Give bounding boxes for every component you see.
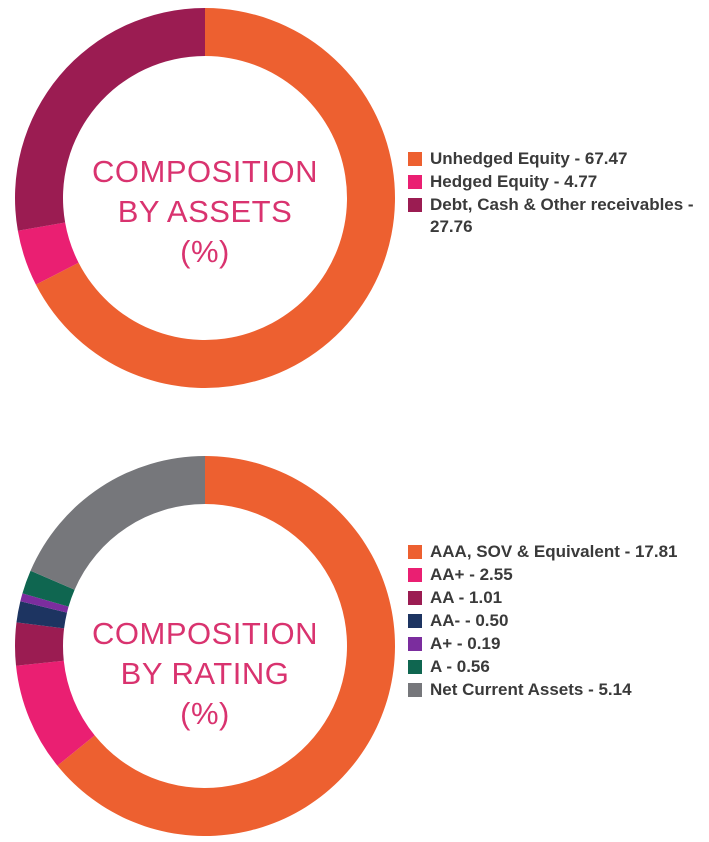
legend-item: AAA, SOV & Equivalent - 17.81 [408,541,688,563]
legend-item: Hedged Equity - 4.77 [408,171,708,193]
slice-a [20,593,69,613]
rating-legend: AAA, SOV & Equivalent - 17.81 AA+ - 2.55… [408,541,688,702]
legend-label: Hedged Equity - 4.77 [430,172,598,191]
legend-swatch [408,683,422,697]
slice-hedged-equity [17,222,79,285]
legend-label: AA - 1.01 [430,588,503,607]
legend-swatch [408,637,422,651]
slice-net-current-assets [30,456,205,590]
slice-a [22,570,75,607]
center-label-line: BY RATING [120,656,290,691]
assets-legend: Unhedged Equity - 67.47 Hedged Equity - … [408,148,708,239]
legend-label: AA- - 0.50 [430,611,509,630]
legend-item: A+ - 0.19 [408,633,688,655]
legend-swatch [408,152,422,166]
center-label-line: (%) [180,234,230,269]
legend-swatch [408,660,422,674]
legend-label: Unhedged Equity - 67.47 [430,149,628,168]
legend-item: AA - 1.01 [408,587,688,609]
legend-swatch [408,198,422,212]
legend-item: A - 0.56 [408,656,688,678]
legend-item: Debt, Cash & Other receivables - 27.76 [408,194,708,238]
legend-item: Net Current Assets - 5.14 [408,679,688,701]
slice-aaa-sov-equivalent [57,456,396,836]
center-label-line: (%) [180,696,230,731]
composition-by-rating-chart: COMPOSITION BY RATING (%) AAA, SOV & Equ… [0,420,709,842]
rating-donut [15,456,396,836]
legend-label: Net Current Assets - 5.14 [430,680,632,699]
composition-by-assets-chart: COMPOSITION BY ASSETS (%) Unhedged Equit… [0,0,709,420]
legend-item: Unhedged Equity - 67.47 [408,148,708,170]
legend-label: AAA, SOV & Equivalent - 17.81 [430,542,678,561]
rating-center-label: COMPOSITION BY RATING (%) [85,614,325,734]
slice-aa [16,601,67,629]
legend-item: AA+ - 2.55 [408,564,688,586]
slice-debt-cash-other-receivables [14,8,206,231]
legend-swatch [408,545,422,559]
slice-aa [15,622,65,666]
assets-center-label: COMPOSITION BY ASSETS (%) [85,152,325,272]
legend-swatch [408,591,422,605]
legend-swatch [408,568,422,582]
legend-label: AA+ - 2.55 [430,565,513,584]
legend-label: A+ - 0.19 [430,634,501,653]
slice-aa [16,660,95,766]
legend-swatch [408,175,422,189]
center-label-line: BY ASSETS [117,194,293,229]
center-label-line: COMPOSITION [92,616,318,651]
center-label-line: COMPOSITION [92,154,318,189]
legend-label: Debt, Cash & Other receivables - 27.76 [430,195,694,236]
assets-donut [14,8,396,389]
legend-item: AA- - 0.50 [408,610,688,632]
legend-swatch [408,614,422,628]
legend-label: A - 0.56 [430,657,490,676]
